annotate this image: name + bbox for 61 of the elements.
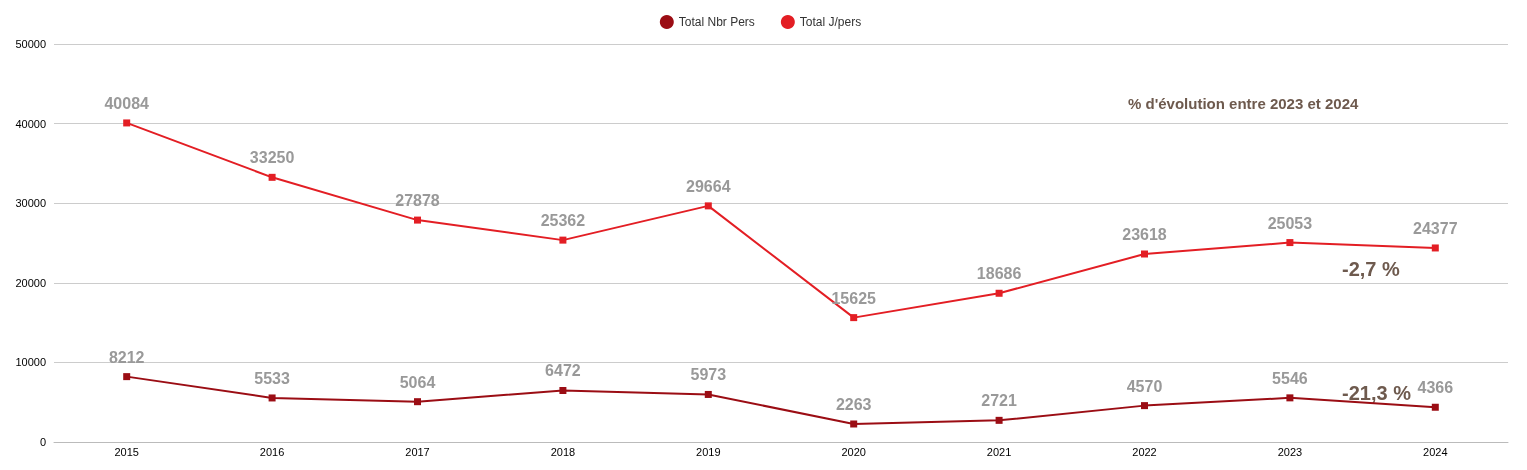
data-label: 8212 <box>108 348 145 366</box>
point <box>995 416 1003 424</box>
data-label: 23618 <box>1122 226 1167 243</box>
x-tick-label: 2015 <box>114 445 139 458</box>
point <box>995 289 1003 297</box>
data-label: 5533 <box>254 369 290 387</box>
x-tick-label: 2017 <box>405 445 430 458</box>
data-label: 40084 <box>104 94 150 112</box>
point <box>850 314 858 322</box>
x-tick-label: 2018 <box>550 445 576 458</box>
point <box>1286 394 1294 402</box>
point <box>268 394 276 402</box>
y-tick-label: 0 <box>39 436 46 448</box>
annotation: -2,7 % <box>1342 258 1401 280</box>
data-label: 24377 <box>1413 219 1458 237</box>
legend-label: Total Nbr Pers <box>678 15 755 29</box>
data-label: 5064 <box>399 373 436 391</box>
data-label: 4366 <box>1417 379 1454 397</box>
x-tick-label: 2021 <box>986 445 1012 458</box>
point <box>414 216 421 224</box>
y-tick-label: 10000 <box>15 356 46 369</box>
y-tick-label: 40000 <box>15 117 46 130</box>
data-label: 6472 <box>545 362 581 380</box>
point <box>414 398 421 406</box>
point <box>1141 250 1148 258</box>
point <box>704 202 712 210</box>
data-label: 4570 <box>1126 377 1163 395</box>
x-tick-label: 2016 <box>259 445 285 458</box>
point <box>1141 402 1148 410</box>
x-tick-label: 2022 <box>1132 445 1157 458</box>
point <box>704 390 712 398</box>
point <box>1286 239 1294 247</box>
point <box>123 373 131 381</box>
y-tick-label: 20000 <box>15 276 46 289</box>
point <box>850 420 858 428</box>
data-label: 15625 <box>831 289 877 307</box>
data-label: 33250 <box>249 149 295 167</box>
data-label: 5973 <box>690 366 727 384</box>
point <box>123 119 131 127</box>
point <box>1431 244 1439 252</box>
annotation: % d'évolution entre 2023 et 2024 <box>1128 95 1359 112</box>
point <box>1431 403 1439 411</box>
x-tick-label: 2020 <box>841 445 866 458</box>
x-tick-label: 2023 <box>1277 445 1303 458</box>
data-label: 29664 <box>686 177 731 195</box>
data-label: 27878 <box>395 192 440 210</box>
annotation: -21,3 % <box>1342 382 1412 404</box>
point <box>559 236 567 244</box>
legend-label: Total J/pers <box>799 15 862 29</box>
data-label: 18686 <box>976 265 1022 283</box>
data-label: 25053 <box>1267 214 1313 232</box>
point <box>559 386 567 394</box>
y-tick-label: 30000 <box>15 197 46 210</box>
data-label: 25362 <box>540 212 586 230</box>
x-tick-label: 2019 <box>696 445 721 458</box>
y-tick-label: 50000 <box>15 38 46 50</box>
x-tick-label: 2024 <box>1423 445 1448 458</box>
data-label: 5546 <box>1272 369 1308 387</box>
data-label: 2263 <box>835 395 872 413</box>
data-label: 2721 <box>981 392 1017 410</box>
point <box>268 173 276 181</box>
